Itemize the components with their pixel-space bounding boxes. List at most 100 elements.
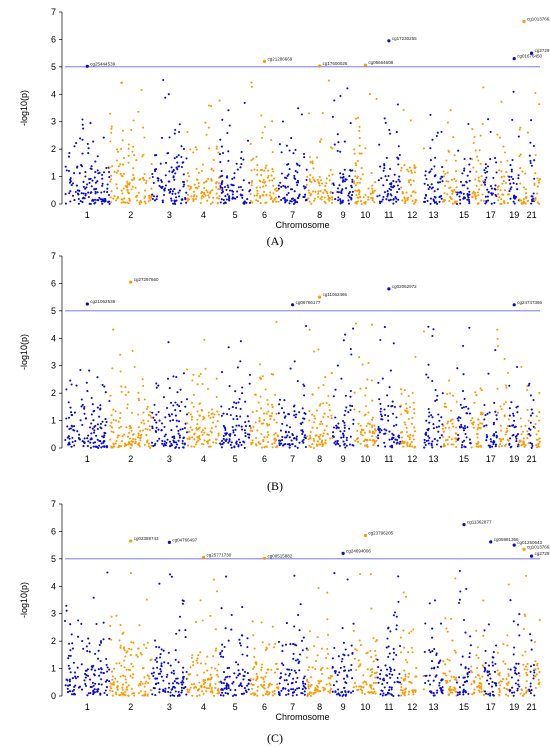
data-point	[119, 644, 122, 647]
data-point	[117, 446, 120, 449]
data-point	[339, 172, 342, 175]
data-point	[93, 688, 96, 691]
data-point	[256, 429, 259, 432]
data-point	[358, 356, 361, 359]
data-point	[536, 201, 539, 204]
data-point	[167, 686, 170, 689]
data-point	[216, 420, 219, 423]
data-point	[410, 681, 413, 684]
data-point	[440, 194, 443, 198]
data-point	[327, 677, 330, 680]
data-point	[374, 649, 377, 652]
data-point	[293, 414, 296, 417]
data-point	[185, 670, 188, 674]
data-point	[366, 378, 369, 381]
data-point	[99, 440, 102, 443]
data-point	[260, 663, 264, 666]
data-point	[96, 191, 99, 194]
hit-label: cg02052972	[392, 284, 417, 289]
data-point	[67, 654, 71, 657]
data-point	[205, 133, 208, 136]
data-point	[293, 190, 296, 193]
data-point	[504, 181, 508, 185]
data-point	[161, 442, 164, 445]
data-point	[380, 177, 383, 180]
data-point	[533, 427, 537, 430]
data-point	[225, 432, 228, 435]
data-point	[436, 689, 439, 692]
data-point	[223, 185, 226, 189]
data-point	[460, 425, 463, 429]
data-point	[124, 386, 127, 389]
data-point	[260, 668, 263, 671]
data-point	[124, 442, 127, 445]
data-point	[508, 190, 511, 193]
data-point	[241, 692, 244, 696]
data-point	[522, 186, 526, 189]
data-point	[399, 388, 403, 391]
data-point	[430, 660, 434, 663]
y-tick-label: 2	[51, 388, 56, 398]
data-point	[534, 91, 537, 95]
data-point	[534, 660, 537, 663]
data-point	[131, 178, 134, 181]
data-point	[171, 694, 174, 697]
data-point	[115, 440, 118, 443]
data-point	[115, 693, 118, 696]
data-point	[176, 403, 179, 406]
data-point	[151, 411, 154, 414]
data-point	[507, 583, 510, 586]
data-point	[96, 690, 99, 693]
data-point	[365, 387, 368, 390]
data-point	[212, 158, 215, 162]
data-point	[490, 202, 493, 205]
data-point	[99, 693, 102, 696]
data-point	[242, 158, 245, 161]
data-point	[280, 185, 283, 188]
data-point	[163, 435, 166, 438]
data-point	[492, 694, 495, 697]
data-point	[208, 678, 211, 681]
data-point	[144, 427, 147, 430]
data-point	[456, 438, 459, 441]
data-point	[327, 79, 330, 82]
data-point	[293, 360, 296, 363]
data-point	[399, 651, 403, 654]
data-point	[383, 167, 386, 170]
data-point	[505, 678, 508, 681]
data-point	[519, 126, 522, 129]
data-point	[400, 694, 403, 697]
data-point	[162, 78, 165, 82]
data-point	[383, 428, 386, 431]
data-point	[234, 390, 237, 393]
data-point	[395, 416, 398, 419]
data-point	[168, 136, 171, 139]
data-point	[170, 199, 173, 202]
data-point	[464, 631, 467, 634]
data-point	[200, 430, 203, 434]
data-point	[196, 187, 199, 190]
data-point	[433, 165, 436, 168]
data-point	[168, 440, 172, 443]
data-point	[132, 438, 135, 441]
data-point	[216, 145, 219, 148]
data-point	[196, 410, 199, 413]
data-point	[117, 196, 120, 199]
data-point	[475, 445, 478, 448]
data-point	[206, 655, 209, 658]
data-point	[358, 190, 361, 194]
data-point	[243, 202, 246, 205]
data-point	[96, 155, 99, 158]
data-point	[441, 392, 444, 395]
data-point	[228, 385, 231, 388]
data-point	[397, 575, 400, 578]
data-point	[350, 644, 353, 647]
data-point	[320, 647, 323, 650]
data-point	[265, 445, 268, 448]
data-point	[395, 423, 398, 426]
data-point	[397, 198, 400, 201]
data-point	[469, 157, 472, 160]
data-point	[264, 692, 267, 695]
data-point	[190, 418, 193, 421]
